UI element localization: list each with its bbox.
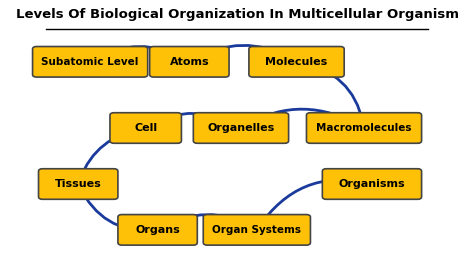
- Text: Atoms: Atoms: [170, 57, 209, 67]
- FancyBboxPatch shape: [193, 113, 289, 143]
- Text: Molecules: Molecules: [265, 57, 328, 67]
- Text: Cell: Cell: [134, 123, 157, 133]
- FancyBboxPatch shape: [150, 47, 229, 77]
- FancyBboxPatch shape: [249, 47, 344, 77]
- FancyBboxPatch shape: [307, 113, 421, 143]
- Text: Levels Of Biological Organization In Multicellular Organism: Levels Of Biological Organization In Mul…: [16, 8, 458, 21]
- Text: Tissues: Tissues: [55, 179, 101, 189]
- FancyBboxPatch shape: [203, 215, 310, 245]
- FancyBboxPatch shape: [33, 47, 148, 77]
- Text: Subatomic Level: Subatomic Level: [41, 57, 139, 67]
- FancyBboxPatch shape: [110, 113, 182, 143]
- Text: Organisms: Organisms: [338, 179, 405, 189]
- FancyBboxPatch shape: [38, 169, 118, 199]
- Text: Organ Systems: Organ Systems: [212, 225, 301, 235]
- FancyBboxPatch shape: [322, 169, 421, 199]
- FancyBboxPatch shape: [118, 215, 197, 245]
- Text: Organs: Organs: [135, 225, 180, 235]
- Text: Macromolecules: Macromolecules: [316, 123, 412, 133]
- Text: Organelles: Organelles: [207, 123, 274, 133]
